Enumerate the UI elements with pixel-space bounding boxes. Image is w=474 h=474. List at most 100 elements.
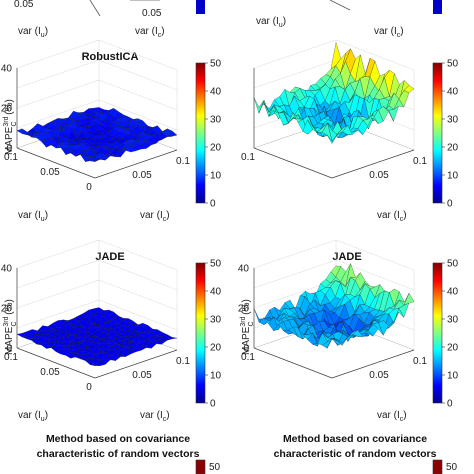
top-strip-xlabel-left: var (Iu) <box>18 26 48 39</box>
colorbar-tick-label: 0 <box>447 199 453 210</box>
x-tick-label: 0.1 <box>241 152 255 163</box>
y-tick-label: 0.1 <box>413 356 427 367</box>
surface-patch <box>403 292 415 306</box>
colorbar-tick-label: 50 <box>209 462 221 473</box>
colorbar-tick-label: 40 <box>447 87 459 98</box>
axis-line <box>94 349 178 379</box>
chart-title: RobustICA <box>82 51 139 63</box>
z-tick-label: 0 <box>6 344 12 355</box>
colorbar <box>432 262 443 404</box>
colorbar-tick-label: 10 <box>210 371 222 382</box>
top-strip-ylabel-mid: var (Ic) <box>135 26 165 39</box>
colorbar <box>432 459 443 474</box>
x-axis-label: var (Iu) <box>18 210 48 223</box>
axis-line <box>253 347 333 379</box>
top-strip-ylabel-right: var (Ic) <box>374 26 404 39</box>
chart-panel-5: Method based on covariance characteristic… <box>37 433 221 474</box>
colorbar-tick-label: 20 <box>447 343 459 354</box>
colorbar-tick-label: 50 <box>446 462 458 473</box>
y-axis-label: var (Ic) <box>140 410 170 423</box>
surface-mesh <box>253 42 415 144</box>
chart-title: JADE <box>95 251 124 263</box>
y-tick-label: 0.05 <box>369 370 389 381</box>
top-strip-xlabel-right: var (Iu) <box>256 16 286 29</box>
y-tick-label: 0.1 <box>176 156 190 167</box>
colorbar-tick-label: 10 <box>210 171 222 182</box>
z-tick-label: 0 <box>6 144 12 155</box>
z-tick-label: 40 <box>1 264 13 275</box>
chart-title: JADE <box>332 251 361 263</box>
colorbar-tick-label: 10 <box>447 171 459 182</box>
axis-line <box>16 347 96 379</box>
y-tick-label: 0.05 <box>132 170 152 181</box>
colorbar-tick-label: 30 <box>210 315 222 326</box>
colorbar-tick-label: 40 <box>210 87 222 98</box>
surface-mesh <box>253 263 415 349</box>
colorbar-tick-label: 30 <box>447 315 459 326</box>
x-tick-label: 0.1 <box>4 352 18 363</box>
top-strip: 0.05 0.05 var (Iu) var (Ic) var (Iu) var… <box>14 0 442 39</box>
colorbar-tick-label: 50 <box>447 259 459 270</box>
z-tick-label: 40 <box>1 64 13 75</box>
chart-title: characteristic of random vectors <box>37 448 200 460</box>
x-tick-label: 0.05 <box>40 367 60 378</box>
colorbar-tick-label: 20 <box>210 143 222 154</box>
y-axis-label: var (Ic) <box>140 210 170 223</box>
top-strip-axis-left <box>89 0 101 17</box>
y-axis-label: var (Ic) <box>377 210 407 223</box>
colorbar-tick-label: 50 <box>447 59 459 70</box>
surface-patch <box>90 364 101 366</box>
colorbar-tick-label: 30 <box>447 115 459 126</box>
surface-mesh <box>16 307 178 366</box>
top-strip-axis-right <box>329 0 351 11</box>
x-tick-label: 0.05 <box>40 167 60 178</box>
x-tick-label: 0 <box>86 382 92 393</box>
z-tick-label: 20 <box>1 304 13 315</box>
top-strip-tick-left: 0.05 <box>14 0 34 10</box>
colorbar <box>432 62 443 204</box>
colorbar-tick-label: 0 <box>210 199 216 210</box>
colorbar-tick-label: 50 <box>210 59 222 70</box>
top-strip-colorbar-left <box>196 0 205 14</box>
axis-line <box>331 349 415 379</box>
chart-title: Method based on covariance <box>46 433 190 445</box>
y-tick-label: 0.1 <box>176 356 190 367</box>
colorbar <box>195 62 206 204</box>
z-tick-label: 20 <box>1 104 13 115</box>
colorbar-tick-label: 0 <box>447 399 453 410</box>
z-tick-label: 40 <box>238 264 250 275</box>
surface-patch <box>326 337 338 349</box>
surface-patch <box>90 158 101 162</box>
colorbar <box>195 459 206 474</box>
axis-line <box>94 149 178 179</box>
z-tick-label: 20 <box>238 304 250 315</box>
top-strip-colorbar-right <box>433 0 442 14</box>
colorbar-tick-label: 30 <box>210 115 222 126</box>
axis-line <box>253 147 333 179</box>
surface-mesh <box>16 107 178 162</box>
chart-title: characteristic of random vectors <box>274 448 437 460</box>
z-axis-label: MAPE3rdC (%) <box>3 299 18 355</box>
colorbar-tick-label: 20 <box>447 143 459 154</box>
colorbar <box>195 262 206 404</box>
axis-line <box>331 149 415 179</box>
chart-panel-6: Method based on covariance characteristic… <box>274 433 458 474</box>
colorbar-tick-label: 0 <box>210 399 216 410</box>
colorbar-tick-label: 10 <box>447 371 459 382</box>
z-axis-label: MAPE3rdC (%) <box>240 299 255 355</box>
x-tick-label: 0.1 <box>241 352 255 363</box>
colorbar-tick-label: 40 <box>447 287 459 298</box>
colorbar-tick-label: 50 <box>210 259 222 270</box>
x-tick-label: 0.1 <box>4 152 18 163</box>
colorbar-tick-label: 40 <box>210 287 222 298</box>
chart-panel-2: 50 40 30 20 10 0 0.1 0.05 0.1 var (Ic) <box>241 39 459 223</box>
z-axis-label: MAPE3rdC (%) <box>3 99 18 155</box>
colorbar-tick-label: 20 <box>210 343 222 354</box>
y-tick-label: 0.1 <box>413 156 427 167</box>
